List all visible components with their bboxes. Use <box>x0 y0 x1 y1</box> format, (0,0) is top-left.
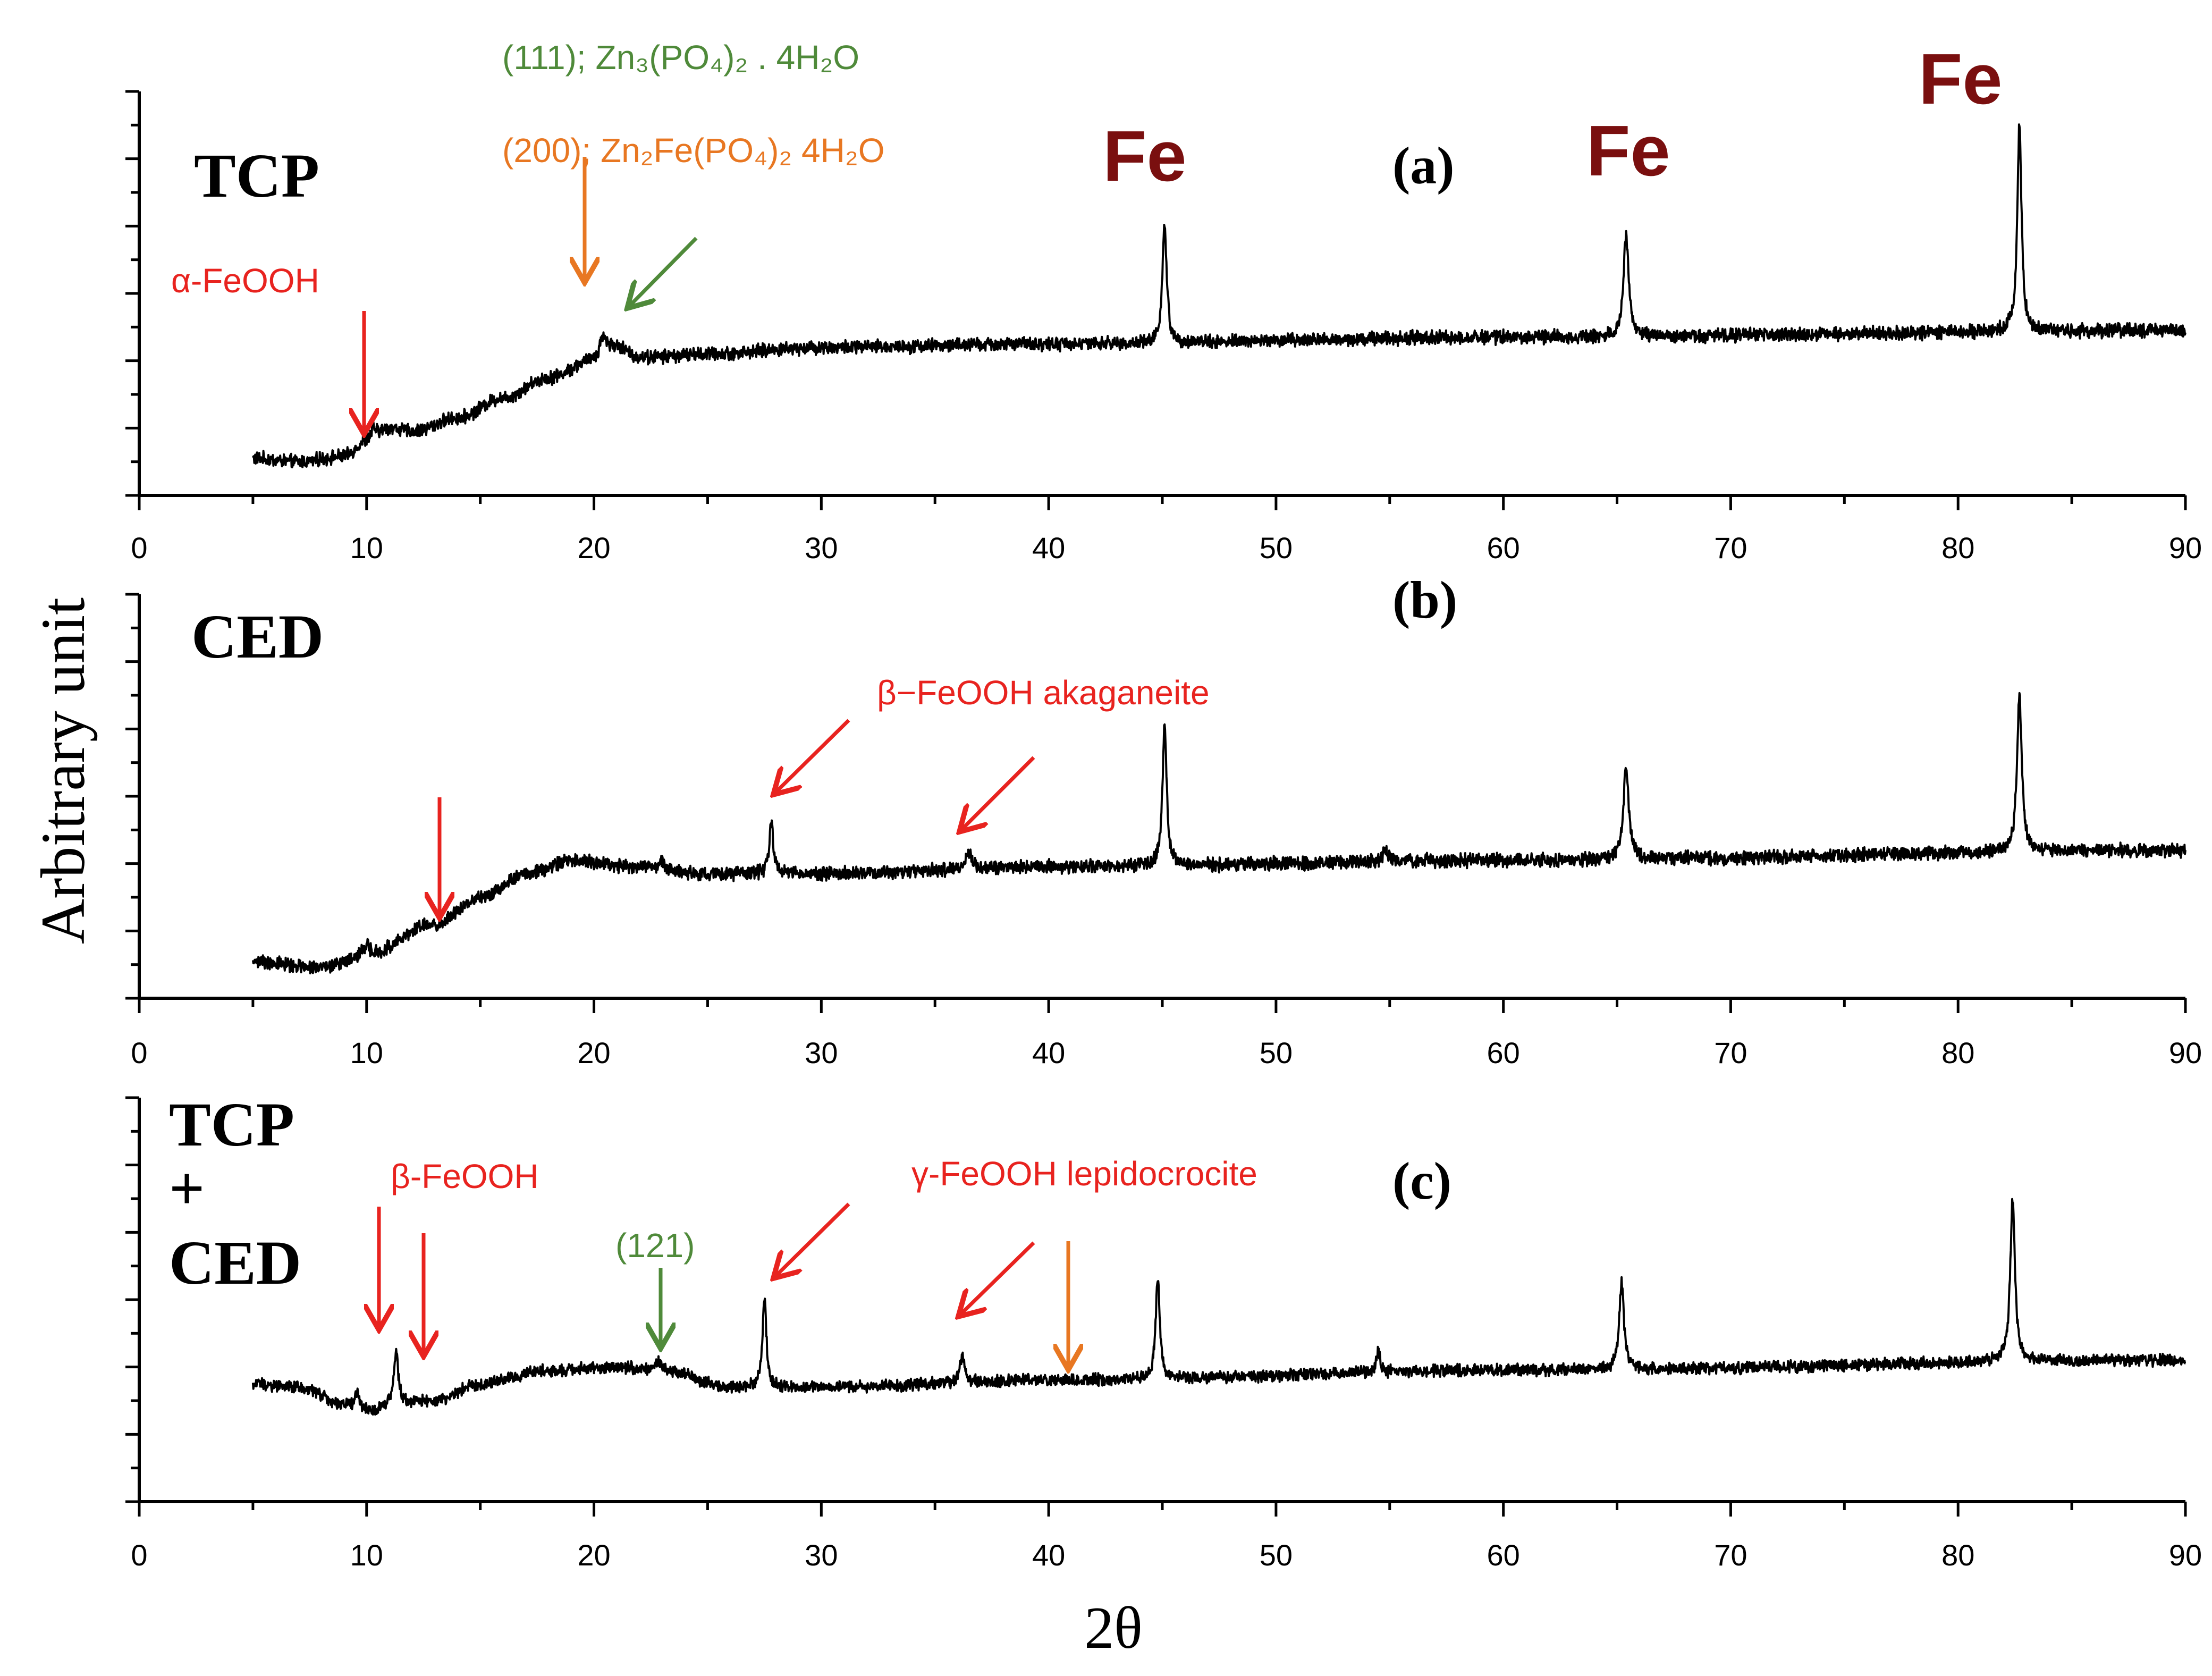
annotation-alpha-feooh: α-FeOOH <box>171 262 319 300</box>
x-tick-label: 90 <box>2169 531 2202 565</box>
x-tick-label: 70 <box>1714 1036 1747 1069</box>
x-tick-label: 80 <box>1941 531 1974 565</box>
red-arrow <box>776 719 850 792</box>
x-tick-label: 30 <box>805 1036 838 1069</box>
annotation-zn3-phosphate: (111); Zn₃(PO₄)₂ . 4H₂O <box>502 38 859 77</box>
panel-a: 0 10 20 30 40 50 60 70 80 90 TCP (a) Fe Fe Fe α-F… <box>125 38 2202 565</box>
panel-a-axes: 0 10 20 30 40 50 60 70 80 90 <box>125 90 2202 565</box>
panel-c-label: (c) <box>1392 1151 1451 1210</box>
x-tick-label: 30 <box>805 1538 838 1572</box>
x-tick-label: 40 <box>1032 1538 1065 1572</box>
x-tick-label: 70 <box>1714 531 1747 565</box>
fe-label: Fe <box>1586 111 1670 191</box>
panel-b-axes: 0 10 20 30 40 50 60 70 80 90 <box>125 593 2202 1069</box>
x-tick-label: 40 <box>1032 1036 1065 1069</box>
x-tick-label: 80 <box>1941 1538 1974 1572</box>
sample-label-line: CED <box>169 1228 301 1298</box>
panel-a-label: (a) <box>1392 136 1455 195</box>
x-tick-label: 10 <box>350 531 383 565</box>
x-axis-title: 2θ <box>1084 1595 1143 1661</box>
sample-label-line: TCP <box>194 141 319 210</box>
panel-a-sample-label: TCP <box>194 141 319 210</box>
panel-b-trace <box>251 692 2186 975</box>
x-tick-label: 60 <box>1487 1036 1520 1069</box>
panel-c-sample-label: TCP + CED <box>169 1090 301 1298</box>
green-arrow <box>630 237 698 306</box>
panel-b-sample-label: CED <box>191 602 324 671</box>
x-tick-label: 90 <box>2169 1538 2202 1572</box>
panel-c-trace <box>251 1198 2186 1416</box>
x-tick-label: 40 <box>1032 531 1065 565</box>
x-tick-label: 20 <box>577 1538 610 1572</box>
annotation-beta-feooh-akaganeite: β−FeOOH akaganeite <box>877 673 1210 712</box>
annotation-zn2fe-phosphate: (200); Zn₂Fe(PO₄)₂ 4H₂O <box>502 131 884 170</box>
x-tick-label: 60 <box>1487 1538 1520 1572</box>
red-arrow <box>961 1241 1035 1314</box>
red-arrow <box>776 1202 850 1276</box>
sample-label-line: + <box>169 1153 205 1223</box>
x-tick-label: 50 <box>1260 531 1293 565</box>
x-tick-label: 20 <box>577 1036 610 1069</box>
x-tick-label: 70 <box>1714 1538 1747 1572</box>
red-arrow <box>962 756 1035 829</box>
annotation-gamma-feooh-lepidocrocite: γ-FeOOH lepidocrocite <box>911 1155 1257 1193</box>
fe-label: Fe <box>1103 116 1187 196</box>
x-tick-label: 10 <box>350 1538 383 1572</box>
x-tick-label: 50 <box>1260 1538 1293 1572</box>
fe-label: Fe <box>1919 39 2003 119</box>
annotation-121: (121) <box>615 1226 695 1265</box>
x-tick-label: 0 <box>131 1538 147 1572</box>
panel-a-trace <box>252 123 2186 469</box>
x-tick-label: 10 <box>350 1036 383 1069</box>
x-tick-label: 60 <box>1487 531 1520 565</box>
x-tick-label: 80 <box>1941 1036 1974 1069</box>
y-axis-title: Arbitrary unit <box>28 597 98 944</box>
annotation-beta-feooh: β-FeOOH <box>391 1157 539 1195</box>
x-tick-label: 0 <box>131 531 147 565</box>
x-tick-label: 90 <box>2169 1036 2202 1069</box>
x-tick-label: 30 <box>805 531 838 565</box>
x-tick-label: 20 <box>577 531 610 565</box>
x-tick-label: 0 <box>131 1036 147 1069</box>
panel-b-label: (b) <box>1392 570 1457 629</box>
panel-c: 0 10 20 30 40 50 60 70 80 90 TCP + CED (c) β-FeOO… <box>125 1090 2202 1572</box>
panel-c-axes: 0 10 20 30 40 50 60 70 80 90 <box>125 1096 2202 1572</box>
panel-b: 0 10 20 30 40 50 60 70 80 90 CED (b) β−FeOOH akag… <box>125 570 2202 1069</box>
x-tick-label: 50 <box>1260 1036 1293 1069</box>
sample-label-line: TCP <box>169 1090 294 1159</box>
